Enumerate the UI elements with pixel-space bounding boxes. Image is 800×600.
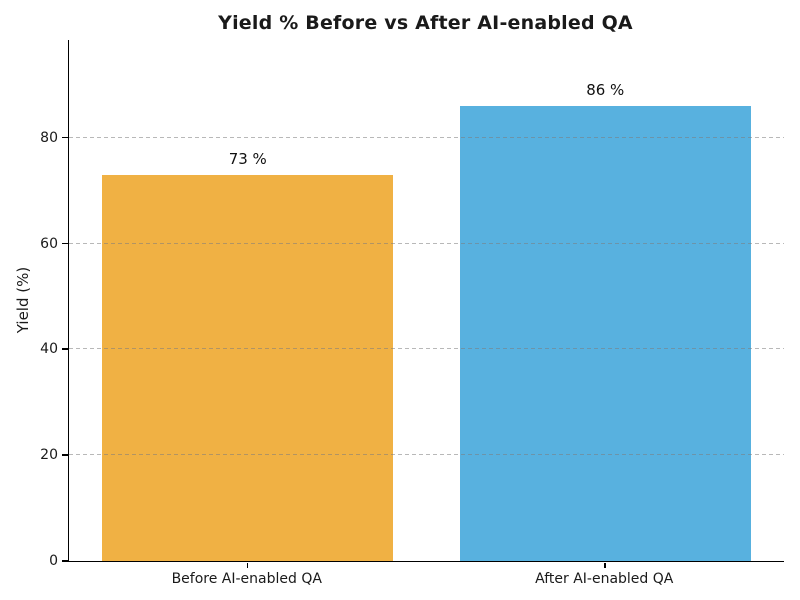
gridline-80 [69,136,784,138]
y-tick-label-40: 40 [40,341,58,358]
y-tick-mark-0 [62,560,68,562]
x-tick-mark-0 [246,563,249,568]
chart-title: Yield % Before vs After AI-enabled QA [218,12,633,34]
y-tick-label-0: 0 [49,553,58,569]
x-tick-label-1: After AI-enabled QA [535,571,674,587]
y-tick-mark-40 [62,348,68,351]
bar-1 [459,106,751,561]
bar-value-label-0: 73 % [228,149,267,168]
x-tick-label-0: Before AI-enabled QA [171,571,322,587]
x-tick-mark-1 [604,563,606,568]
y-tick-label-60: 60 [40,235,58,252]
y-tick-mark-60 [62,242,68,245]
plot-area: 73 % 86 % [68,40,784,562]
gridline-40 [69,348,784,350]
gridline-20 [69,454,784,456]
bar-value-label-1: 86 % [586,81,625,100]
gridline-60 [69,242,784,244]
y-tick-label-80: 80 [40,129,58,146]
y-tick-mark-20 [62,454,68,456]
y-tick-mark-80 [62,136,68,139]
y-tick-label-20: 20 [40,447,58,464]
bar-0 [102,174,394,561]
y-axis-label: Yield (%) [14,266,32,334]
